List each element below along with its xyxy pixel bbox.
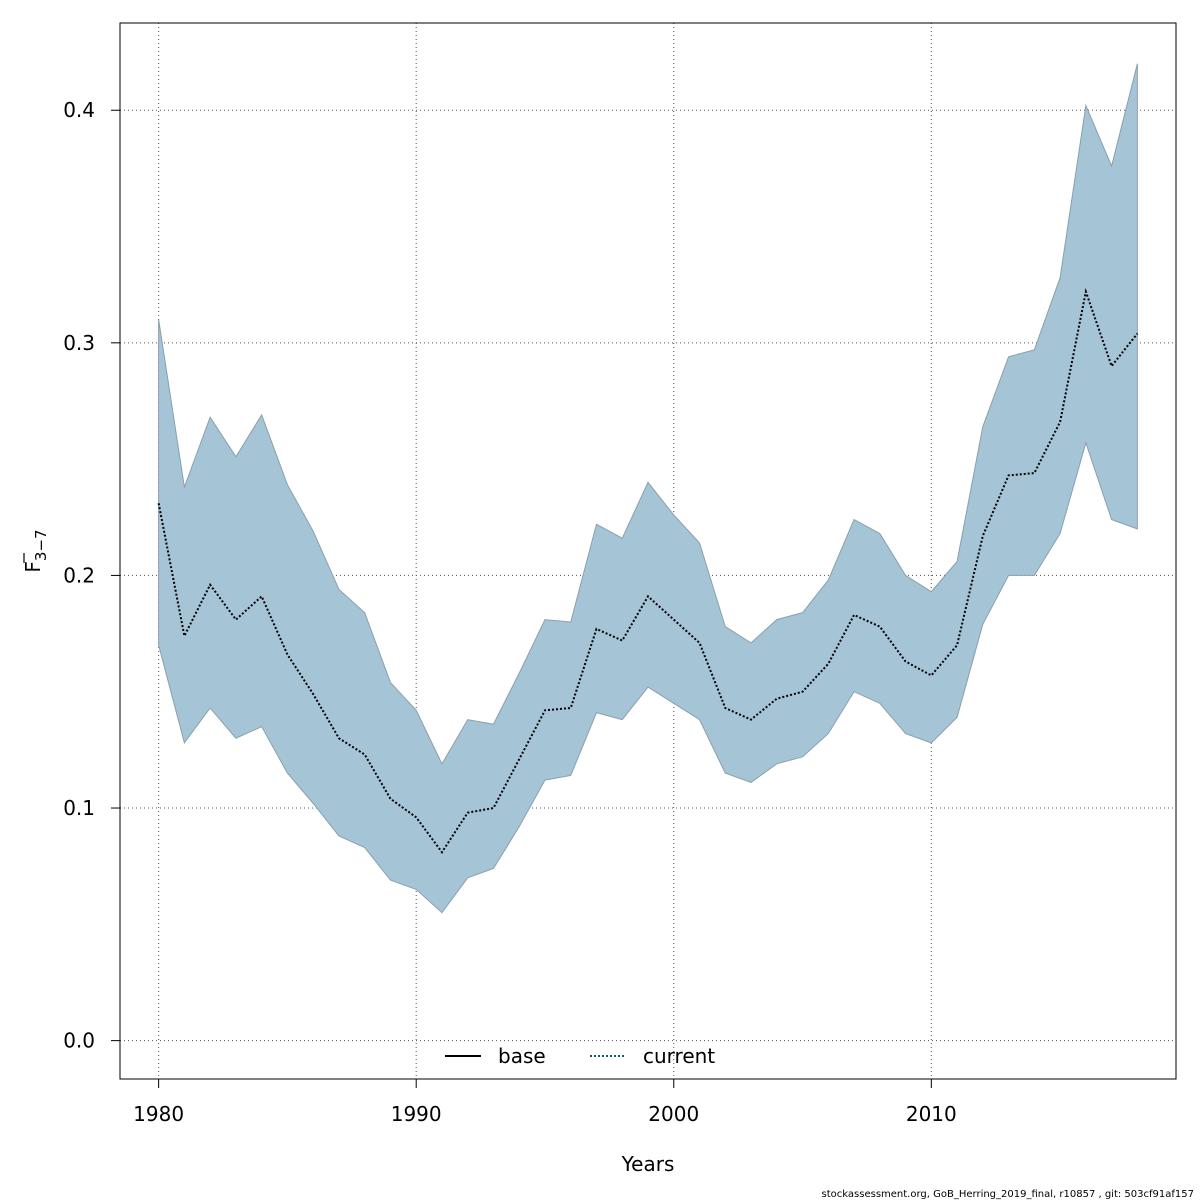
y-tick-label: 0.4 — [63, 98, 95, 122]
y-tick-label: 0.0 — [63, 1029, 95, 1053]
series-line-current — [157, 287, 1139, 854]
x-tick-label: 2000 — [648, 1102, 699, 1126]
y-axis-title-sub: 3−7 — [32, 529, 50, 561]
band-area — [158, 63, 1138, 914]
confidence-band — [158, 63, 1138, 914]
y-axis: 0.0 0.1 0.2 0.3 0.4 — [63, 98, 121, 1053]
x-tick-label: 2010 — [906, 1102, 957, 1126]
legend: base current — [445, 1044, 715, 1068]
y-tick-label: 0.3 — [63, 331, 95, 355]
y-axis-title-main: F — [21, 561, 45, 573]
x-tick-label: 1990 — [391, 1102, 442, 1126]
legend-label-base: base — [498, 1044, 546, 1068]
x-tick-label: 1980 — [133, 1102, 184, 1126]
y-tick-label: 0.1 — [63, 796, 95, 820]
footnote: stockassessment.org, GoB_Herring_2019_fi… — [822, 1189, 1194, 1200]
y-axis-title: F3−7 — [21, 529, 50, 572]
y-tick-label: 0.2 — [63, 563, 95, 587]
legend-label-current: current — [643, 1044, 715, 1068]
x-axis: 1980 1990 2000 2010 — [133, 1078, 957, 1126]
svg-text:F3−7: F3−7 — [21, 529, 50, 572]
series-lines — [157, 287, 1139, 854]
x-axis-title: Years — [621, 1152, 675, 1176]
